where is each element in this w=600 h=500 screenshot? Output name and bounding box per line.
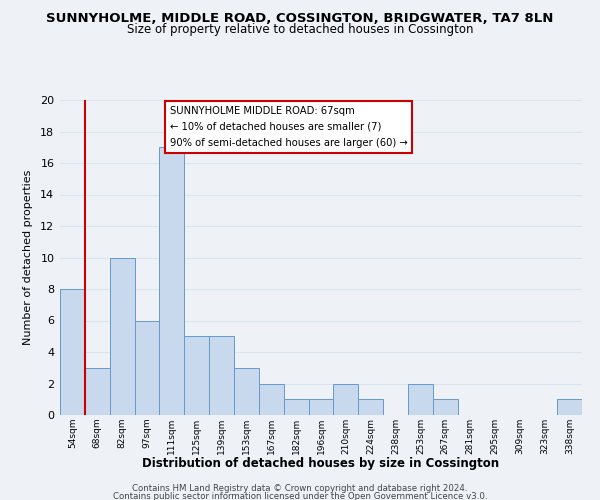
Bar bbox=[259, 384, 284, 415]
Bar bbox=[358, 399, 383, 415]
Text: SUNNYHOLME, MIDDLE ROAD, COSSINGTON, BRIDGWATER, TA7 8LN: SUNNYHOLME, MIDDLE ROAD, COSSINGTON, BRI… bbox=[46, 12, 554, 26]
Bar bbox=[557, 399, 582, 415]
Text: Contains HM Land Registry data © Crown copyright and database right 2024.: Contains HM Land Registry data © Crown c… bbox=[132, 484, 468, 493]
Bar bbox=[284, 399, 308, 415]
Bar bbox=[334, 384, 358, 415]
Text: SUNNYHOLME MIDDLE ROAD: 67sqm
← 10% of detached houses are smaller (7)
90% of se: SUNNYHOLME MIDDLE ROAD: 67sqm ← 10% of d… bbox=[170, 106, 407, 148]
Bar bbox=[134, 320, 160, 415]
Bar bbox=[60, 289, 85, 415]
Bar bbox=[308, 399, 334, 415]
Bar bbox=[433, 399, 458, 415]
Bar bbox=[209, 336, 234, 415]
Text: Distribution of detached houses by size in Cossington: Distribution of detached houses by size … bbox=[142, 458, 500, 470]
Bar bbox=[110, 258, 134, 415]
Y-axis label: Number of detached properties: Number of detached properties bbox=[23, 170, 34, 345]
Bar bbox=[234, 368, 259, 415]
Bar bbox=[85, 368, 110, 415]
Text: Size of property relative to detached houses in Cossington: Size of property relative to detached ho… bbox=[127, 23, 473, 36]
Bar bbox=[160, 147, 184, 415]
Text: Contains public sector information licensed under the Open Government Licence v3: Contains public sector information licen… bbox=[113, 492, 487, 500]
Bar bbox=[408, 384, 433, 415]
Bar bbox=[184, 336, 209, 415]
